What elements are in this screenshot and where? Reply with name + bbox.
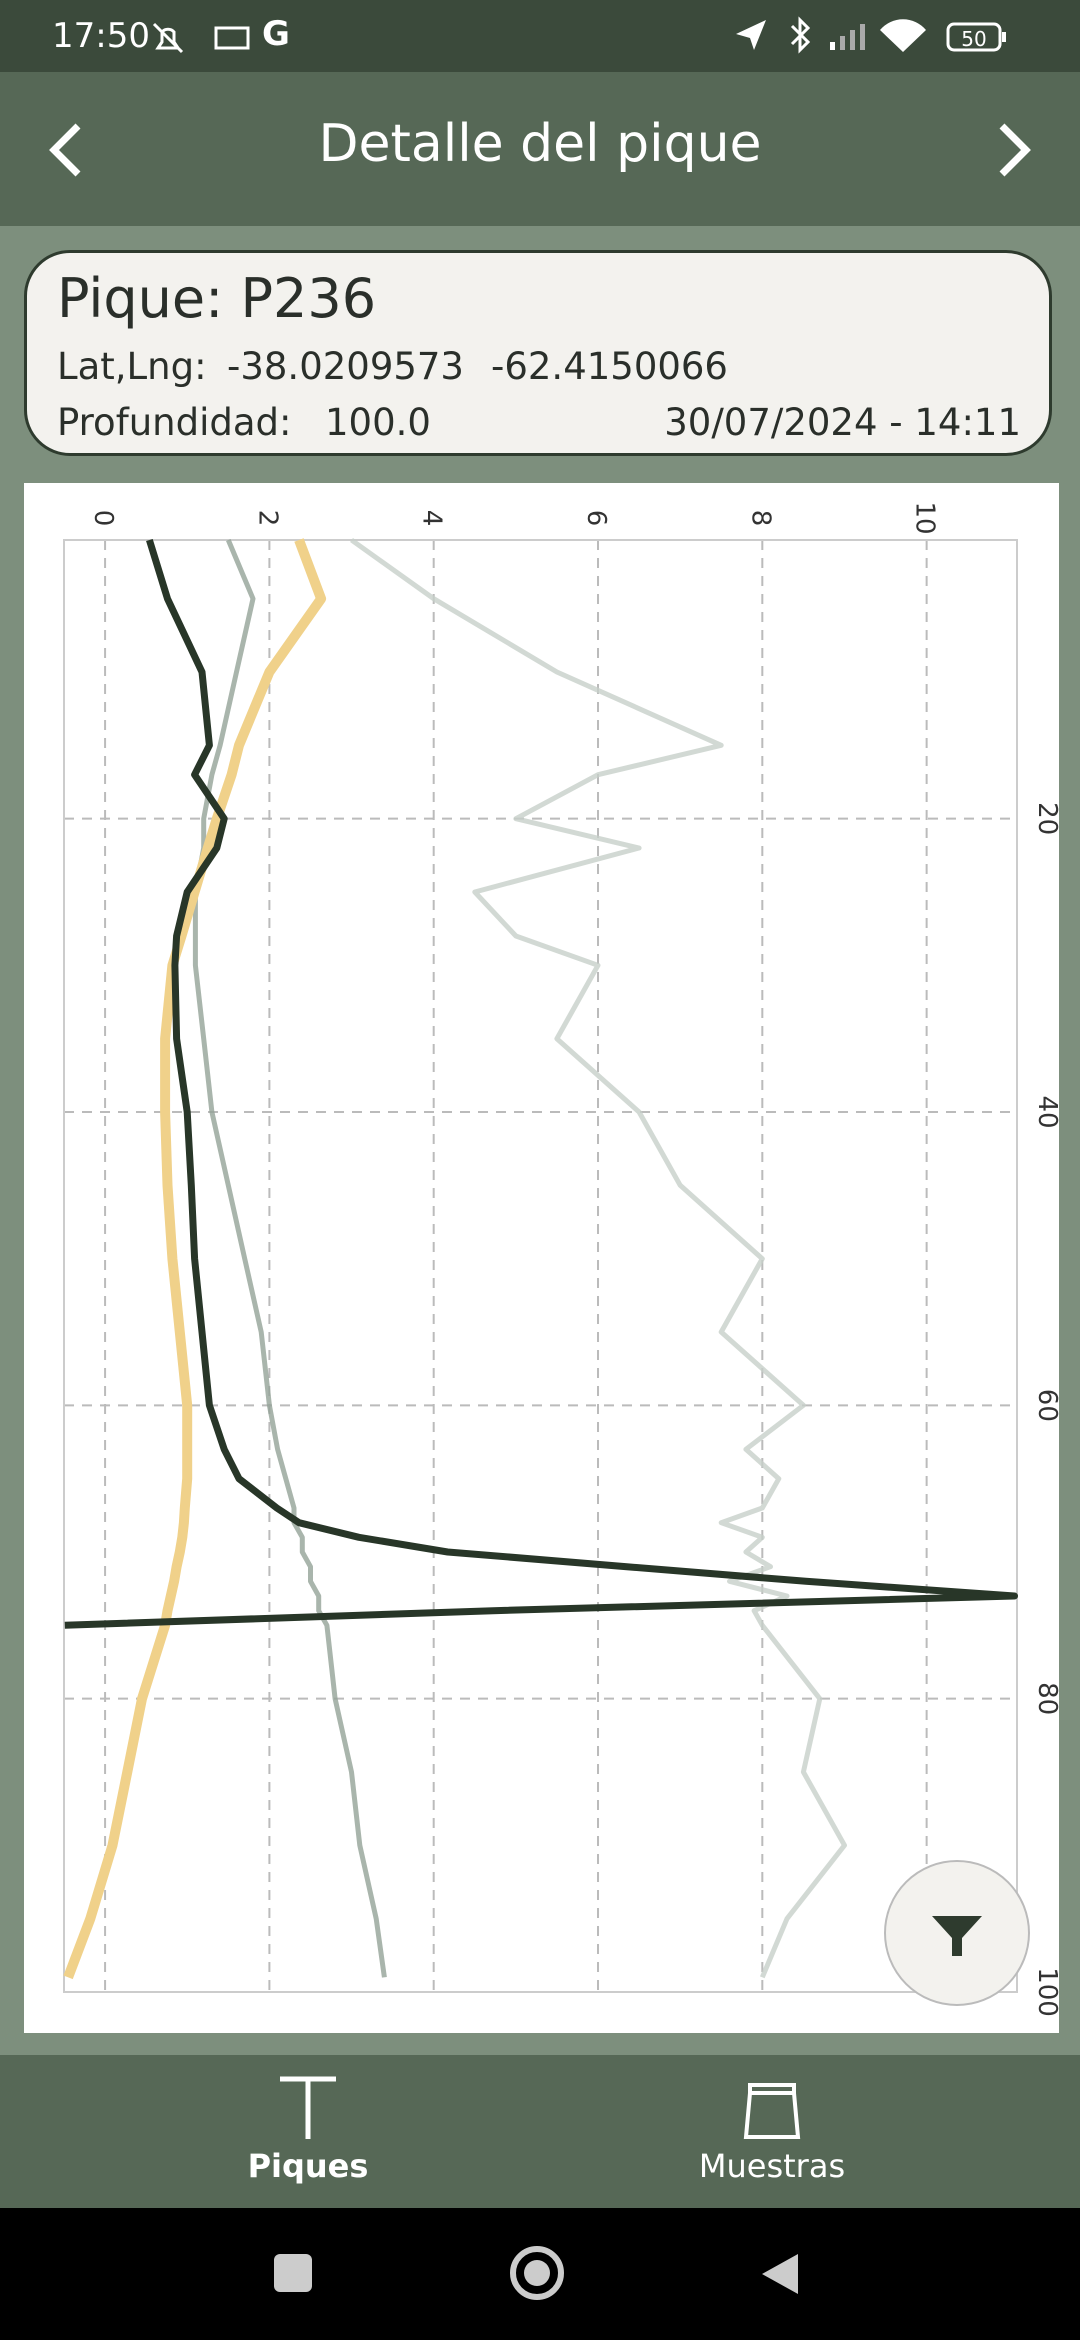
nav-item[interactable]: Muestras [698, 2147, 846, 2185]
lat: -38.0209573 [227, 345, 464, 388]
value-tick-label: 4 [417, 510, 447, 527]
profile-line [64, 538, 1018, 1629]
value-tick-label: 8 [745, 510, 775, 527]
lng: -62.4150066 [491, 345, 728, 388]
app-bar: Detalle del pique [0, 72, 1080, 226]
time: 17:50 [52, 16, 150, 56]
value-tick-label: 10 [910, 501, 940, 534]
depth-tick-label: 60 [1032, 1389, 1062, 1422]
status-icons [152, 22, 250, 54]
value-tick-label: 2 [252, 510, 282, 527]
profile-line [192, 539, 387, 1978]
depth-tick-label: 80 [1032, 1682, 1062, 1715]
system-buttons [274, 2246, 798, 2300]
chart: 0 2 4 6 8 10 20 40 60 80 100 [63, 501, 1062, 2017]
nav-item[interactable]: Piques [247, 2147, 369, 2185]
info-card: Pique: P236 Lat,Lng: -38.0209573 -62.415… [24, 250, 1052, 456]
depth-label: Profundidad: [57, 401, 292, 444]
value-tick-label: 0 [88, 510, 118, 527]
piques-icon[interactable] [276, 2073, 340, 2143]
back-button[interactable] [40, 122, 90, 178]
plot-frame [63, 539, 1018, 1993]
depth-tick-label: 100 [1032, 1967, 1062, 2017]
value-tick-label: 6 [581, 510, 611, 527]
system-nav [0, 2208, 1080, 2340]
status-bar: 17:50 G 50 [0, 0, 1080, 72]
profile-line [350, 537, 847, 1979]
next-button[interactable] [990, 122, 1040, 178]
carrier-icon: G [262, 14, 290, 54]
screen-title: Detalle del pique [318, 114, 762, 174]
bottom-nav: Piques Muestras [0, 2055, 1080, 2208]
depth: 100.0 [325, 401, 431, 444]
muestras-icon[interactable] [740, 2075, 804, 2141]
pique-title: Pique: P236 [57, 267, 377, 330]
depth-tick-label: 20 [1032, 802, 1062, 835]
latlng-label: Lat,Lng: [57, 345, 207, 388]
filter-button[interactable] [882, 1858, 1032, 2008]
depth-tick-label: 40 [1032, 1095, 1062, 1128]
battery-level: 50 [961, 27, 987, 51]
datetime: 30/07/2024 - 14:11 [664, 401, 1021, 444]
status-right-icons [736, 16, 1006, 54]
